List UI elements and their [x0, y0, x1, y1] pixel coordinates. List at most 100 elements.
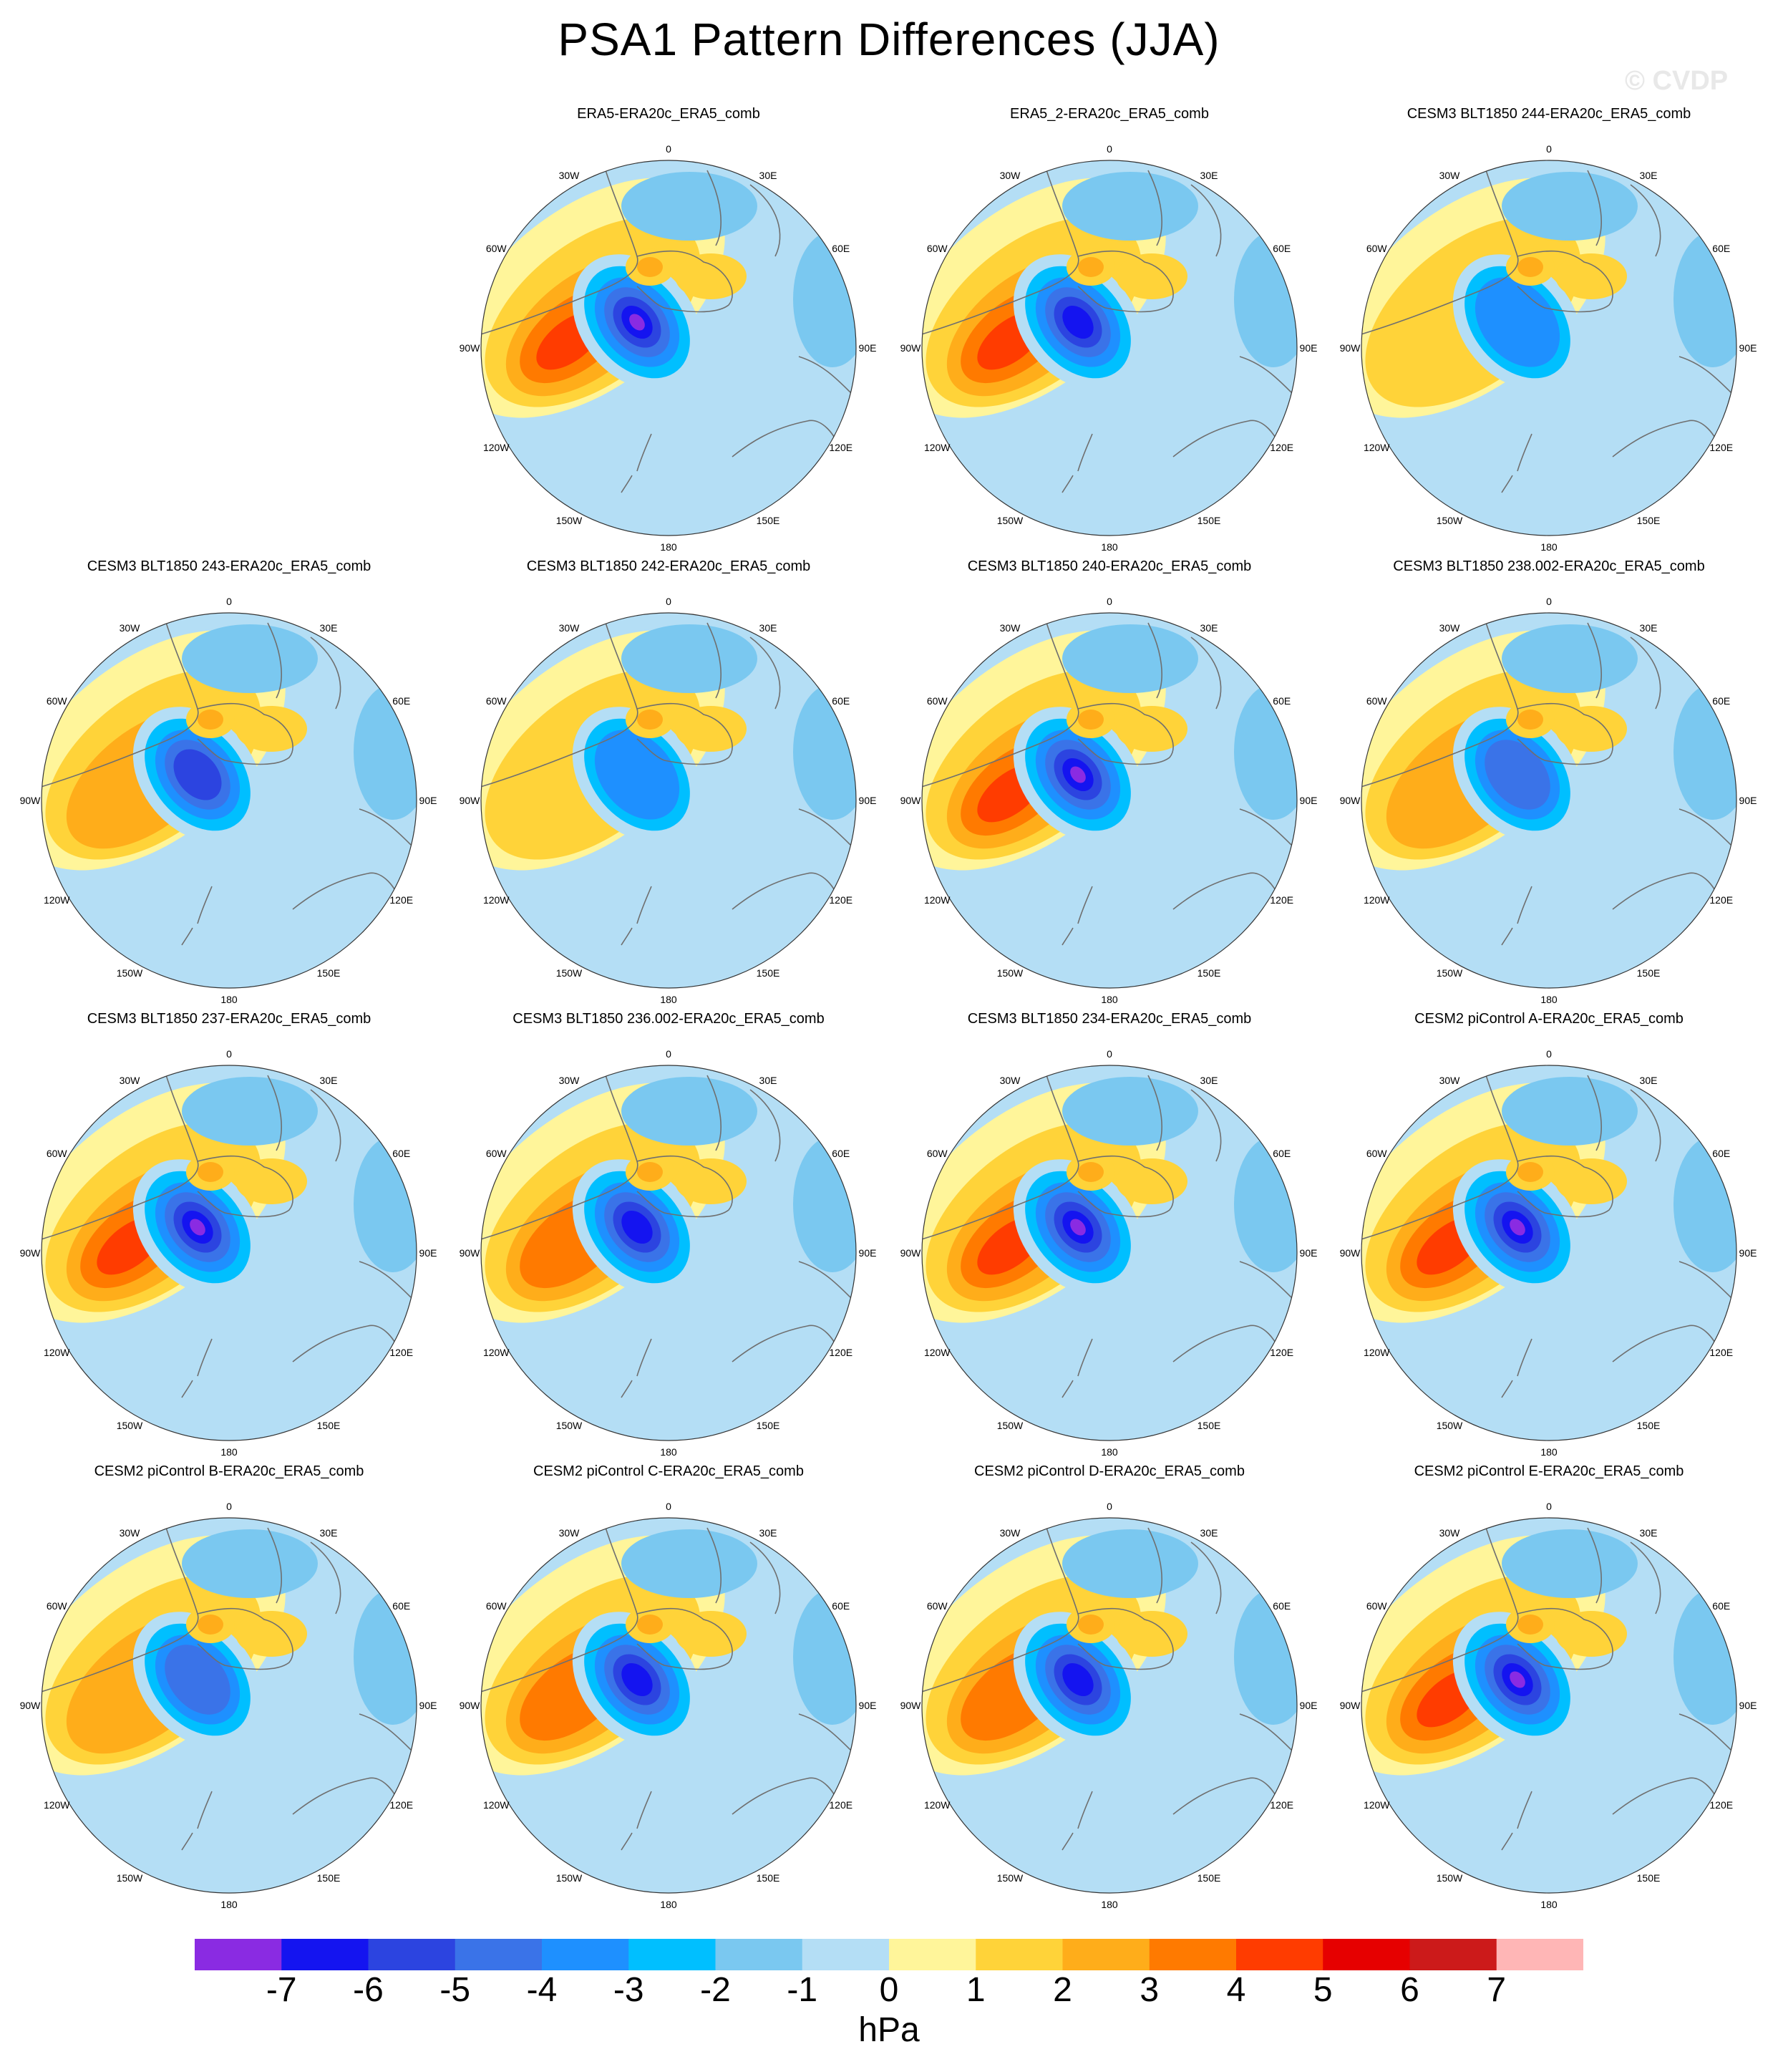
coastline: [1612, 1325, 1721, 1362]
longitude-label: 30E: [1200, 1527, 1218, 1539]
coastline: [706, 622, 722, 699]
coastline: [621, 1338, 652, 1398]
pressure-contour-negative: [182, 624, 318, 693]
longitude-label: 90E: [1300, 1247, 1318, 1259]
map-panel: CESM2 piControl E-ERA20c_ERA5_comb 0 30E 60…: [1330, 1463, 1768, 1914]
coastline: [1517, 250, 1613, 313]
pressure-contour-negative: [1510, 1219, 1525, 1236]
longitude-label: 90E: [1739, 795, 1757, 806]
polar-map: 0 30E 60E 90E 120E 150E 180 150W 120W 90W 60W 30W: [460, 1501, 877, 1910]
longitude-label: 120E: [829, 442, 852, 453]
pressure-contour-negative: [173, 749, 222, 800]
longitude-label: 150W: [556, 1420, 583, 1431]
colorbar-tick-label: -2: [700, 1971, 731, 2009]
coastline: [481, 615, 638, 788]
longitude-label: 150W: [997, 515, 1024, 526]
map-panel: CESM2 piControl D-ERA20c_ERA5_comb 0 30E 60…: [890, 1463, 1328, 1914]
coastline: [1172, 1777, 1281, 1815]
colorbar-tick-label: -1: [787, 1971, 818, 2009]
longitude-label: 150W: [997, 1420, 1024, 1431]
longitude-label: 30E: [1640, 1075, 1658, 1086]
longitude-label: 60W: [927, 243, 948, 254]
longitude-label: 90E: [419, 1247, 437, 1259]
map-border: [480, 160, 857, 536]
map-border: [921, 1065, 1298, 1441]
coastline: [1147, 170, 1162, 246]
longitude-label: 120W: [44, 1347, 70, 1358]
pressure-contour-negative: [621, 1529, 757, 1598]
colorbar-tick-label: -4: [526, 1971, 558, 2009]
longitude-label: 90E: [859, 342, 877, 354]
colorbar-tick-label: 1: [966, 1971, 986, 2009]
map-panel: CESM3 BLT1850 234-ERA20c_ERA5_comb 0 30E 60…: [890, 1011, 1328, 1462]
longitude-label: 60W: [47, 1600, 68, 1612]
longitude-label: 60W: [47, 1148, 68, 1159]
coastline: [798, 1261, 851, 1298]
panel-title: CESM2 piControl D-ERA20c_ERA5_comb: [974, 1463, 1245, 1479]
longitude-label: 90W: [460, 1247, 481, 1259]
coastline: [1679, 356, 1731, 393]
pressure-contour-negative: [182, 1529, 318, 1598]
pressure-contour-negative: [190, 1219, 205, 1236]
longitude-label: 150E: [1198, 515, 1221, 526]
longitude-label: 120W: [1364, 894, 1390, 906]
coastline: [1239, 1261, 1292, 1298]
longitude-label: 60W: [486, 243, 507, 254]
colorbar-swatch: [1149, 1939, 1237, 1970]
colorbar-swatch: [1409, 1939, 1497, 1970]
longitude-label: 90E: [1300, 1700, 1318, 1711]
longitude-label: 60E: [392, 1600, 410, 1612]
coastline: [1517, 702, 1613, 765]
pressure-contour-negative: [1070, 1219, 1086, 1236]
coastline: [1587, 1075, 1602, 1151]
coastline: [181, 886, 213, 946]
longitude-label: 30W: [1000, 622, 1021, 634]
colorbar-tick-label: 0: [879, 1971, 899, 2009]
panel-title: CESM3 BLT1850 234-ERA20c_ERA5_comb: [967, 1011, 1252, 1027]
map-panel: ERA5_2-ERA20c_ERA5_comb 0 30E 60E 90E 120E 150…: [890, 106, 1328, 557]
panel-title: CESM2 piControl A-ERA20c_ERA5_comb: [1414, 1011, 1684, 1027]
longitude-label: 90W: [900, 795, 922, 806]
coastline: [1517, 1155, 1613, 1218]
longitude-label: 90E: [859, 1700, 877, 1711]
map-panel: CESM3 BLT1850 240-ERA20c_ERA5_comb 0 30E 60…: [890, 558, 1328, 1010]
coastline: [481, 1520, 638, 1693]
coastline: [749, 184, 781, 257]
longitude-label: 30W: [559, 622, 580, 634]
longitude-label: 60E: [1712, 695, 1730, 707]
map-border: [921, 612, 1298, 989]
coastline: [1147, 1075, 1162, 1151]
map-border: [480, 1065, 857, 1441]
longitude-label: 150E: [317, 1420, 341, 1431]
coastline: [359, 1261, 412, 1298]
longitude-label: 180: [220, 994, 238, 1005]
longitude-label: 150W: [997, 967, 1024, 979]
pressure-contour-positive: [637, 1162, 663, 1182]
longitude-label: 30W: [559, 1075, 580, 1086]
longitude-label: 150E: [1198, 1872, 1221, 1884]
longitude-label: 30E: [1200, 622, 1218, 634]
map-border: [1361, 1065, 1737, 1441]
pressure-contour-positive: [1517, 710, 1543, 730]
coastline: [732, 420, 840, 458]
longitude-label: 120E: [1270, 1799, 1293, 1811]
longitude-label: 60W: [927, 1600, 948, 1612]
longitude-label: 0: [1107, 1048, 1112, 1060]
coastline: [621, 886, 652, 946]
longitude-label: 180: [1540, 1899, 1558, 1910]
coastline: [292, 872, 401, 910]
longitude-label: 30E: [759, 170, 777, 181]
panel-title: ERA5-ERA20c_ERA5_comb: [577, 106, 760, 122]
colorbar-labels: -7 -6 -5 -4 -3 -2 -1 0 1 2 3 4 5 6 7: [0, 1970, 1778, 2013]
longitude-label: 150E: [1637, 1420, 1661, 1431]
colorbar-swatch: [1236, 1939, 1323, 1970]
coastline: [732, 1325, 840, 1362]
longitude-label: 150W: [117, 1420, 143, 1431]
longitude-label: 120E: [829, 1347, 852, 1358]
coastline: [1361, 1520, 1519, 1693]
coastline: [359, 1713, 412, 1751]
longitude-label: 150E: [1637, 515, 1661, 526]
coastline: [636, 250, 733, 313]
colorbar-swatch: [368, 1939, 456, 1970]
coastline: [267, 1527, 282, 1604]
